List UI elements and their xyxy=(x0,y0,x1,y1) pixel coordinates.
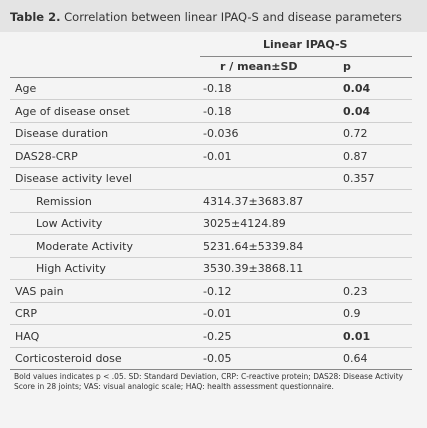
column-header: p xyxy=(343,60,351,73)
row-rule xyxy=(10,121,412,123)
r-value: -0.12 xyxy=(203,284,232,298)
row-rule xyxy=(10,166,412,168)
row-rule xyxy=(10,369,412,370)
row-label: Disease activity level xyxy=(15,172,132,185)
row-rule xyxy=(10,301,412,303)
group-header: Linear IPAQ-S xyxy=(263,38,348,51)
row-label: Moderate Activity xyxy=(36,239,133,253)
p-value: 0.9 xyxy=(343,307,361,320)
table-label: Table 2. xyxy=(10,10,61,24)
p-value: 0.04 xyxy=(343,104,371,118)
title-bar: Table 2. Correlation between linear IPAQ… xyxy=(0,0,427,32)
row-label: Disease duration xyxy=(15,127,109,140)
row-rule xyxy=(10,279,412,280)
r-value: -0.25 xyxy=(203,329,232,343)
row-rule xyxy=(10,99,412,100)
r-value: 3530.39±3868.11 xyxy=(203,262,304,275)
row-label: DAS28-CRP xyxy=(15,149,78,163)
r-value: -0.01 xyxy=(203,307,232,320)
row-label: CRP xyxy=(15,307,37,320)
row-rule xyxy=(10,189,412,190)
title-text: Correlation between linear IPAQ-S and di… xyxy=(64,10,402,24)
row-rule xyxy=(10,144,412,145)
p-value: 0.23 xyxy=(343,284,368,298)
row-rule xyxy=(10,211,412,213)
row-label: Age of disease onset xyxy=(15,104,130,118)
row-label: High Activity xyxy=(36,262,106,275)
row-label: HAQ xyxy=(15,329,40,343)
r-value: 3025±4124.89 xyxy=(203,217,286,230)
p-value: 0.04 xyxy=(343,82,371,95)
p-value: 0.01 xyxy=(343,329,371,343)
p-value: 0.357 xyxy=(343,172,375,185)
rule xyxy=(10,77,412,78)
p-value: 0.72 xyxy=(343,127,368,140)
row-rule xyxy=(10,256,412,258)
r-value: 4314.37±3683.87 xyxy=(203,194,304,208)
row-rule xyxy=(10,346,412,348)
row-label: Remission xyxy=(36,194,92,208)
table-title: Table 2. Correlation between linear IPAQ… xyxy=(10,10,402,24)
column-header: r / mean±SD xyxy=(220,60,298,73)
r-value: -0.18 xyxy=(203,104,232,118)
r-value: 5231.64±5339.84 xyxy=(203,239,304,253)
rule xyxy=(200,56,412,57)
row-label: Corticosteroid dose xyxy=(15,352,122,365)
r-value: -0.036 xyxy=(203,127,239,140)
row-label: Low Activity xyxy=(36,217,103,230)
row-rule xyxy=(10,324,412,325)
r-value: -0.05 xyxy=(203,352,232,365)
row-rule xyxy=(10,234,412,235)
row-label: VAS pain xyxy=(15,284,64,298)
p-value: 0.87 xyxy=(343,149,368,163)
r-value: -0.18 xyxy=(203,82,232,95)
footnote: Bold values indicates p < .05. SD: Stand… xyxy=(14,372,404,391)
row-label: Age xyxy=(15,82,37,95)
p-value: 0.64 xyxy=(343,352,368,365)
r-value: -0.01 xyxy=(203,149,232,163)
